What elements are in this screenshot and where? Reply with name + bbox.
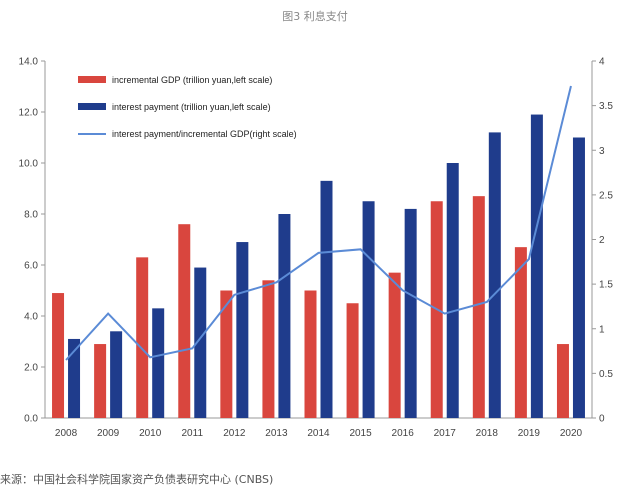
x-tick-label: 2013 (265, 428, 288, 439)
bar-interest-payment (530, 114, 543, 419)
right-tick-label: 0.5 (599, 369, 613, 380)
right-tick-label: 2 (599, 235, 605, 246)
bar-interest-payment (278, 214, 291, 418)
left-tick-label: 0.0 (24, 414, 38, 425)
bar-interest-payment (236, 242, 249, 418)
bar-incremental-gdp (556, 344, 569, 418)
right-tick-label: 3 (599, 146, 605, 157)
x-tick-label: 2012 (223, 428, 246, 439)
left-tick-label: 8.0 (24, 210, 38, 221)
legend-label: interest payment (trillion yuan,left sca… (112, 102, 271, 112)
x-tick-label: 2014 (307, 428, 330, 439)
legend-swatch (78, 103, 106, 110)
x-tick-label: 2015 (349, 428, 372, 439)
legend-label: incremental GDP (trillion yuan,left scal… (112, 75, 272, 85)
left-tick-label: 12.0 (19, 108, 39, 119)
bar-incremental-gdp (388, 272, 401, 418)
bar-interest-payment (152, 308, 165, 418)
bar-incremental-gdp (472, 196, 485, 418)
x-tick-label: 2020 (560, 428, 583, 439)
left-tick-label: 2.0 (24, 363, 38, 374)
left-tick-label: 6.0 (24, 261, 38, 272)
bar-incremental-gdp (262, 280, 275, 418)
left-tick-label: 14.0 (19, 57, 39, 68)
bar-interest-payment (572, 137, 585, 418)
bar-incremental-gdp (346, 303, 359, 418)
bar-interest-payment (404, 208, 417, 418)
x-tick-label: 2017 (434, 428, 457, 439)
x-tick-label: 2008 (55, 428, 78, 439)
x-tick-label: 2016 (392, 428, 415, 439)
source-note: 来源：中国社会科学院国家资产负债表研究中心 (CNBS) (0, 473, 274, 486)
right-tick-label: 2.5 (599, 190, 613, 201)
figure-title: 图3 利息支付 (282, 10, 348, 23)
left-tick-label: 10.0 (19, 159, 39, 170)
bar-incremental-gdp (178, 224, 191, 418)
bar-interest-payment (68, 338, 81, 418)
line-ratio-series (65, 85, 572, 361)
right-tick-label: 1.5 (599, 280, 613, 291)
bar-interest-payment (446, 163, 459, 418)
x-tick-label: 2019 (518, 428, 541, 439)
bar-incremental-gdp (136, 257, 149, 418)
bar-incremental-gdp (514, 247, 527, 418)
right-tick-label: 0 (599, 414, 605, 425)
bar-incremental-gdp (94, 344, 107, 418)
chart: 0.0 2.0 4.0 6.0 8.0 10.0 12.0 14.0 0 0.5 1 1.5 2 2.5 3… (19, 57, 614, 440)
legend-label: interest payment/incremental GDP(right s… (112, 129, 297, 139)
bar-interest-payment (362, 201, 375, 418)
x-tick-label: 2010 (139, 428, 162, 439)
x-tick-label: 2009 (97, 428, 120, 439)
x-tick-label: 2018 (476, 428, 499, 439)
x-tick-label: 2011 (182, 428, 204, 439)
legend-swatch (78, 76, 106, 83)
left-tick-label: 4.0 (24, 312, 38, 323)
bar-interest-payment (320, 180, 333, 418)
bar-interest-payment (488, 132, 501, 418)
right-tick-label: 1 (599, 324, 605, 335)
bar-interest-payment (194, 267, 207, 418)
bar-incremental-gdp (220, 290, 233, 418)
bar-interest-payment (110, 331, 123, 418)
right-tick-label: 4 (599, 57, 605, 68)
bar-incremental-gdp (52, 293, 65, 418)
right-tick-label: 3.5 (599, 101, 613, 112)
bar-incremental-gdp (304, 290, 317, 418)
